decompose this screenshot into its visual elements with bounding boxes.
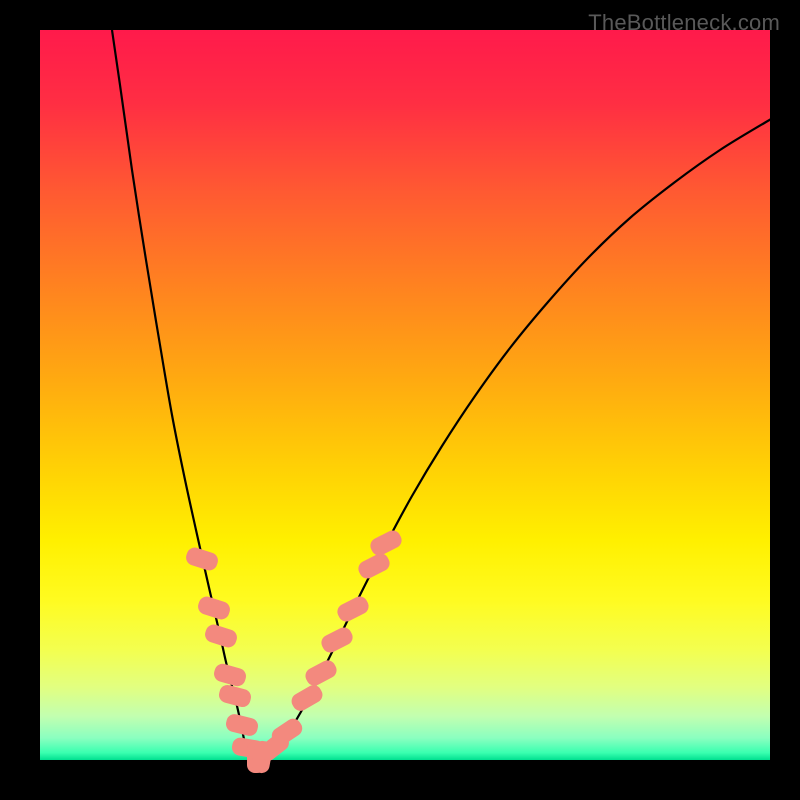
plot-area [40, 30, 771, 774]
bottleneck-chart [0, 0, 800, 800]
chart-container: TheBottleneck.com [0, 0, 800, 800]
gradient-background [40, 30, 770, 760]
